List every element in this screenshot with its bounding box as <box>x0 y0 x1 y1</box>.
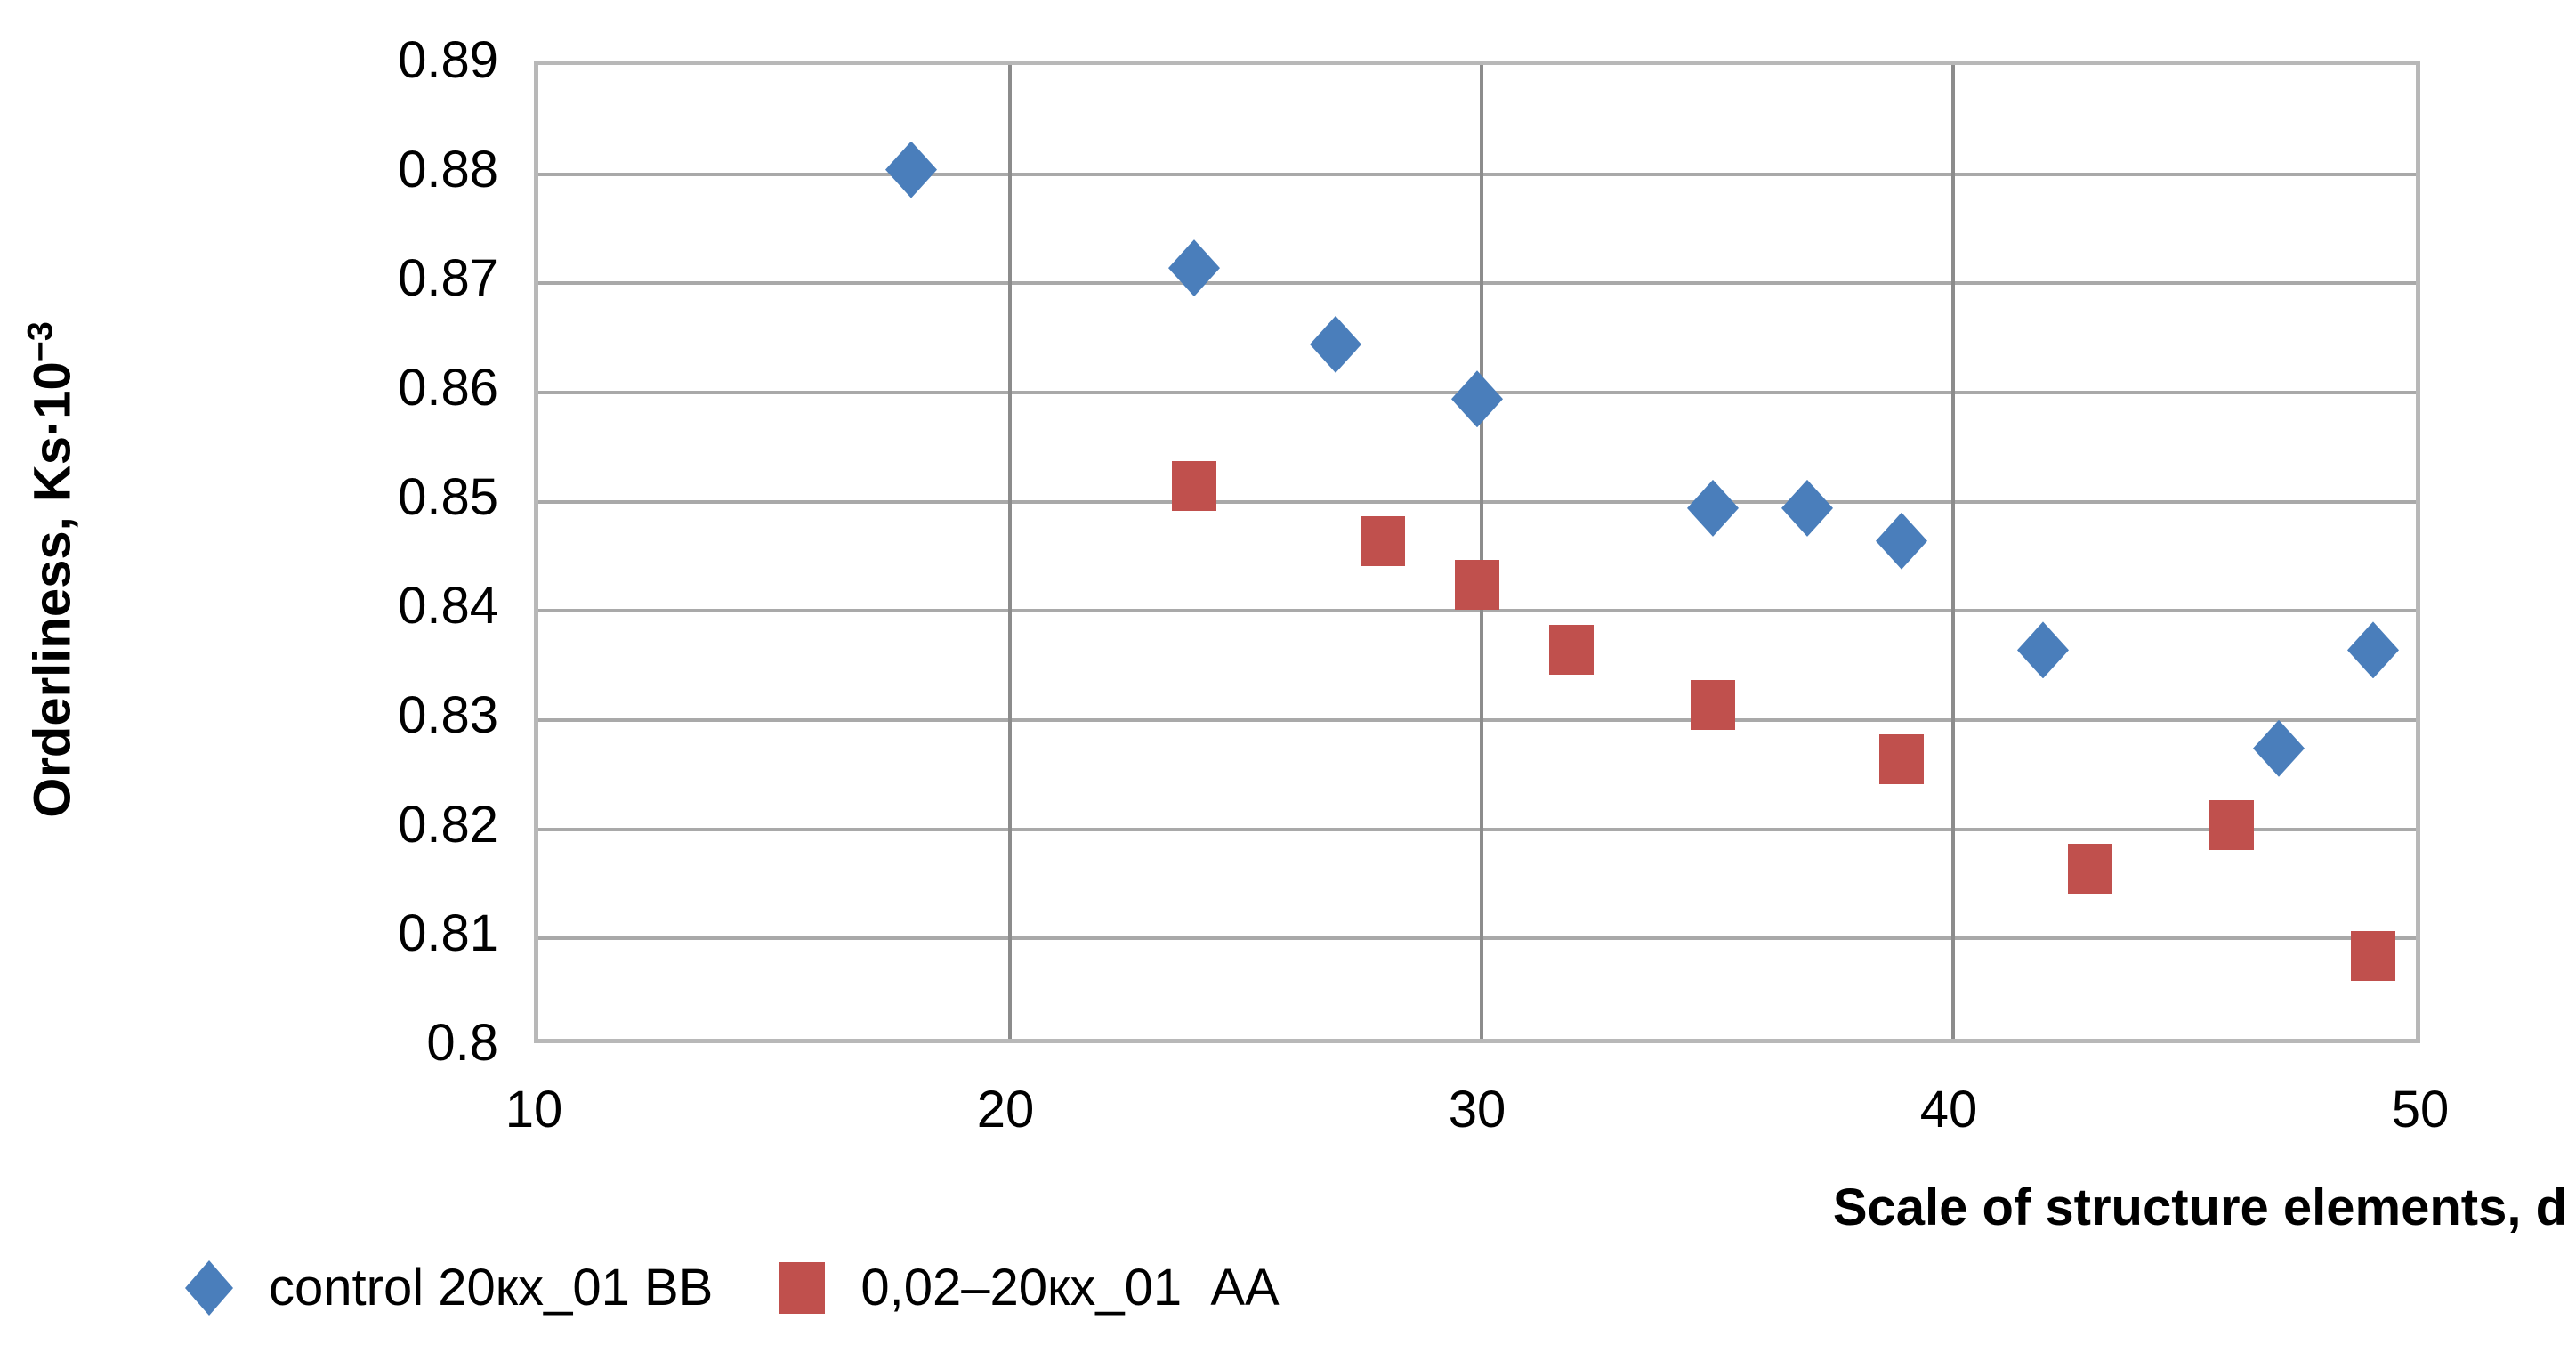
legend-label: control 20кх_01 BB <box>269 1259 714 1316</box>
gridline-horizontal <box>538 172 2416 176</box>
y-tick-label: 0.86 <box>398 359 498 417</box>
data-point-square <box>1361 515 1405 566</box>
x-tick-label: 40 <box>1919 1081 1978 1138</box>
y-tick-label: 0.84 <box>398 577 498 636</box>
data-point-square <box>2068 843 2112 894</box>
y-tick-label: 0.85 <box>398 467 498 526</box>
legend: control 20кх_01 BB 0,02–20кх_01 AA <box>185 1260 1280 1316</box>
gridline-horizontal <box>538 718 2416 722</box>
data-point-square <box>1549 625 1594 676</box>
gridline-vertical <box>1951 65 1955 1039</box>
data-point-square <box>1879 734 1924 785</box>
x-tick-label: 30 <box>1448 1081 1506 1138</box>
legend-item: 0,02–20кх_01 AA <box>779 1259 1280 1316</box>
y-axis-title: Orderliness, Ks·10−3 <box>20 321 82 818</box>
y-axis-title-text: Orderliness, Ks·10 <box>23 361 82 818</box>
y-tick-label: 0.81 <box>398 904 498 963</box>
data-point-square <box>2351 930 2395 981</box>
legend-item: control 20кх_01 BB <box>185 1260 713 1316</box>
y-tick-label: 0.83 <box>398 686 498 744</box>
plot-area <box>534 61 2420 1043</box>
y-tick-label: 0.8 <box>426 1014 498 1072</box>
x-tick-label: 50 <box>2391 1081 2450 1138</box>
gridline-horizontal <box>538 827 2416 831</box>
y-axis-title-superscript: −3 <box>20 321 61 362</box>
x-axis-title: Scale of structure elements, d <box>1832 1179 2567 1236</box>
data-point-square <box>1455 559 1499 610</box>
legend-marker-square-icon <box>779 1262 826 1314</box>
gridline-horizontal <box>538 936 2416 941</box>
x-tick-label: 10 <box>505 1081 563 1138</box>
gridline-horizontal <box>538 499 2416 504</box>
x-tick-label: 20 <box>976 1081 1035 1138</box>
y-tick-label: 0.82 <box>398 795 498 854</box>
y-tick-label: 0.87 <box>398 249 498 308</box>
data-point-square <box>1691 679 1735 730</box>
gridline-horizontal <box>538 281 2416 286</box>
data-point-square <box>2209 799 2254 850</box>
y-tick-label: 0.88 <box>398 140 498 198</box>
gridline-vertical <box>1480 65 1483 1039</box>
legend-marker-diamond-icon <box>185 1260 233 1316</box>
gridline-vertical <box>1008 65 1012 1039</box>
legend-label: 0,02–20кх_01 AA <box>860 1259 1280 1316</box>
y-tick-label: 0.89 <box>398 31 498 89</box>
gridline-horizontal <box>538 609 2416 613</box>
data-point-square <box>1172 461 1216 512</box>
